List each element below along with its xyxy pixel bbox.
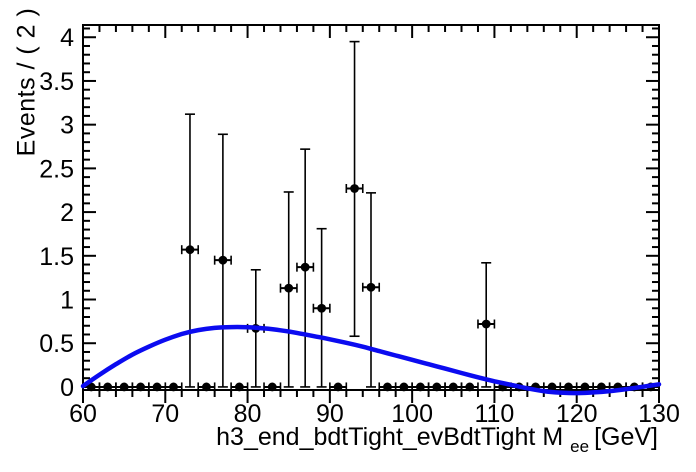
y-tick-label: 3.5 [39, 68, 74, 96]
y-tick-label: 2 [60, 199, 74, 227]
fit-curve [80, 324, 662, 396]
y-tick-label: 1.5 [39, 243, 74, 271]
x-tick-label: 110 [474, 400, 514, 428]
y-tick-label: 1 [60, 287, 74, 315]
y-tick-label: 3 [60, 112, 74, 140]
y-tick-label: 0.5 [39, 330, 74, 358]
data-point-marker [366, 282, 376, 292]
x-axis-title: h3_end_bdtTight_evBdtTight M ee [GeV] [216, 423, 658, 457]
y-tick-label: 2.5 [39, 155, 74, 183]
x-axis-title-subscript: ee [570, 437, 590, 456]
data-point-marker [317, 303, 327, 313]
data-point-marker [300, 262, 310, 272]
data-point-marker [350, 184, 359, 193]
x-tick-label: 100 [391, 400, 433, 428]
data-point-marker [185, 245, 195, 255]
data-point-marker [218, 255, 228, 265]
x-axis-title-text: h3_end_bdtTight_evBdtTight M [216, 423, 564, 451]
data-point-marker [481, 319, 491, 329]
x-tick-label: 80 [234, 400, 262, 428]
data-point-marker [284, 283, 294, 293]
x-tick-label: 90 [316, 400, 344, 428]
y-tick-label: 0 [60, 374, 74, 402]
x-tick-label: 70 [151, 400, 179, 428]
y-axis-title: Events / ( 2 ) [12, 7, 41, 157]
plot-frame [82, 24, 660, 391]
x-tick-label: 120 [556, 400, 598, 428]
y-tick-label: 4 [60, 24, 74, 52]
x-axis-title-unit: [GeV] [594, 423, 658, 451]
x-tick-label: 60 [69, 400, 97, 428]
x-tick-label: 130 [638, 400, 680, 428]
